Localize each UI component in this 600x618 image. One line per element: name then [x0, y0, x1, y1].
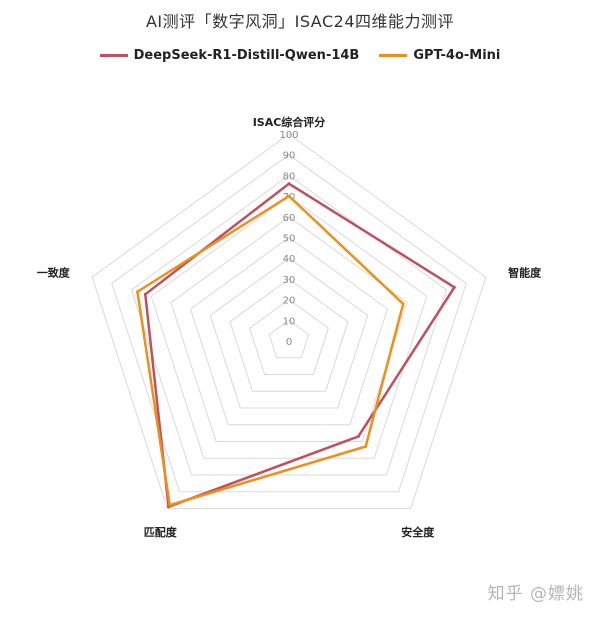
series-1-point-2 — [452, 285, 456, 289]
axis-label-3: 安全度 — [401, 525, 435, 539]
legend-item-series-1: DeepSeek-R1-Distill-Qwen-14B — [99, 48, 360, 63]
legend-swatch-series-1 — [99, 54, 128, 57]
series-2-point-2 — [401, 302, 405, 306]
legend-item-series-2: GPT-4o-Mini — [379, 48, 500, 63]
series-2-point-5 — [135, 290, 139, 294]
grid-ring-8 — [130, 174, 448, 476]
tick-label-90: 90 — [283, 151, 296, 162]
series-line-2 — [136, 194, 405, 507]
tick-label-10: 10 — [283, 316, 296, 327]
axis-label-5: 一致度 — [37, 266, 71, 280]
tick-label-80: 80 — [283, 171, 296, 182]
legend: DeepSeek-R1-Distill-Qwen-14B GPT-4o-Mini — [0, 48, 600, 63]
tick-label-60: 60 — [283, 213, 296, 224]
series-line-1 — [144, 182, 456, 509]
grid-ring-9 — [111, 154, 467, 493]
series-1-point-5 — [143, 292, 147, 296]
grid-ring-1 — [268, 319, 310, 359]
tick-label-100: 100 — [279, 130, 298, 141]
grid-ring-2 — [249, 298, 329, 375]
tick-label-0: 0 — [286, 337, 292, 348]
watermark: 知乎 @嫖姚 — [487, 584, 584, 604]
radar-grid — [91, 133, 487, 509]
tick-label-30: 30 — [283, 275, 296, 286]
series-1-point-3 — [356, 434, 360, 438]
tick-label-40: 40 — [283, 254, 296, 265]
axis-label-2: 智能度 — [508, 266, 542, 280]
series-2-point-3 — [364, 445, 368, 449]
series-1-point-1 — [287, 182, 291, 186]
legend-label-series-2: GPT-4o-Mini — [413, 48, 501, 63]
tick-label-50: 50 — [283, 234, 296, 245]
tick-label-20: 20 — [283, 296, 296, 307]
chart-title: AI测评「数字风洞」ISAC24四维能力测评 — [145, 12, 455, 31]
radial-ticks: 0102030405060708090100 — [279, 130, 298, 348]
grid-ring-5 — [189, 236, 389, 426]
legend-label-series-1: DeepSeek-R1-Distill-Qwen-14B — [133, 48, 360, 63]
series-lines — [135, 182, 456, 509]
grid-ring-4 — [209, 257, 369, 409]
series-2-point-1 — [287, 194, 291, 198]
grid-ring-7 — [150, 195, 428, 459]
axis-label-1: ISAC综合评分 — [253, 115, 326, 129]
axis-label-4: 匹配度 — [144, 525, 178, 539]
grid-ring-3 — [229, 278, 349, 392]
series-2-point-4 — [168, 503, 172, 507]
grid-ring-10 — [91, 133, 487, 509]
legend-swatch-series-2 — [379, 54, 408, 57]
